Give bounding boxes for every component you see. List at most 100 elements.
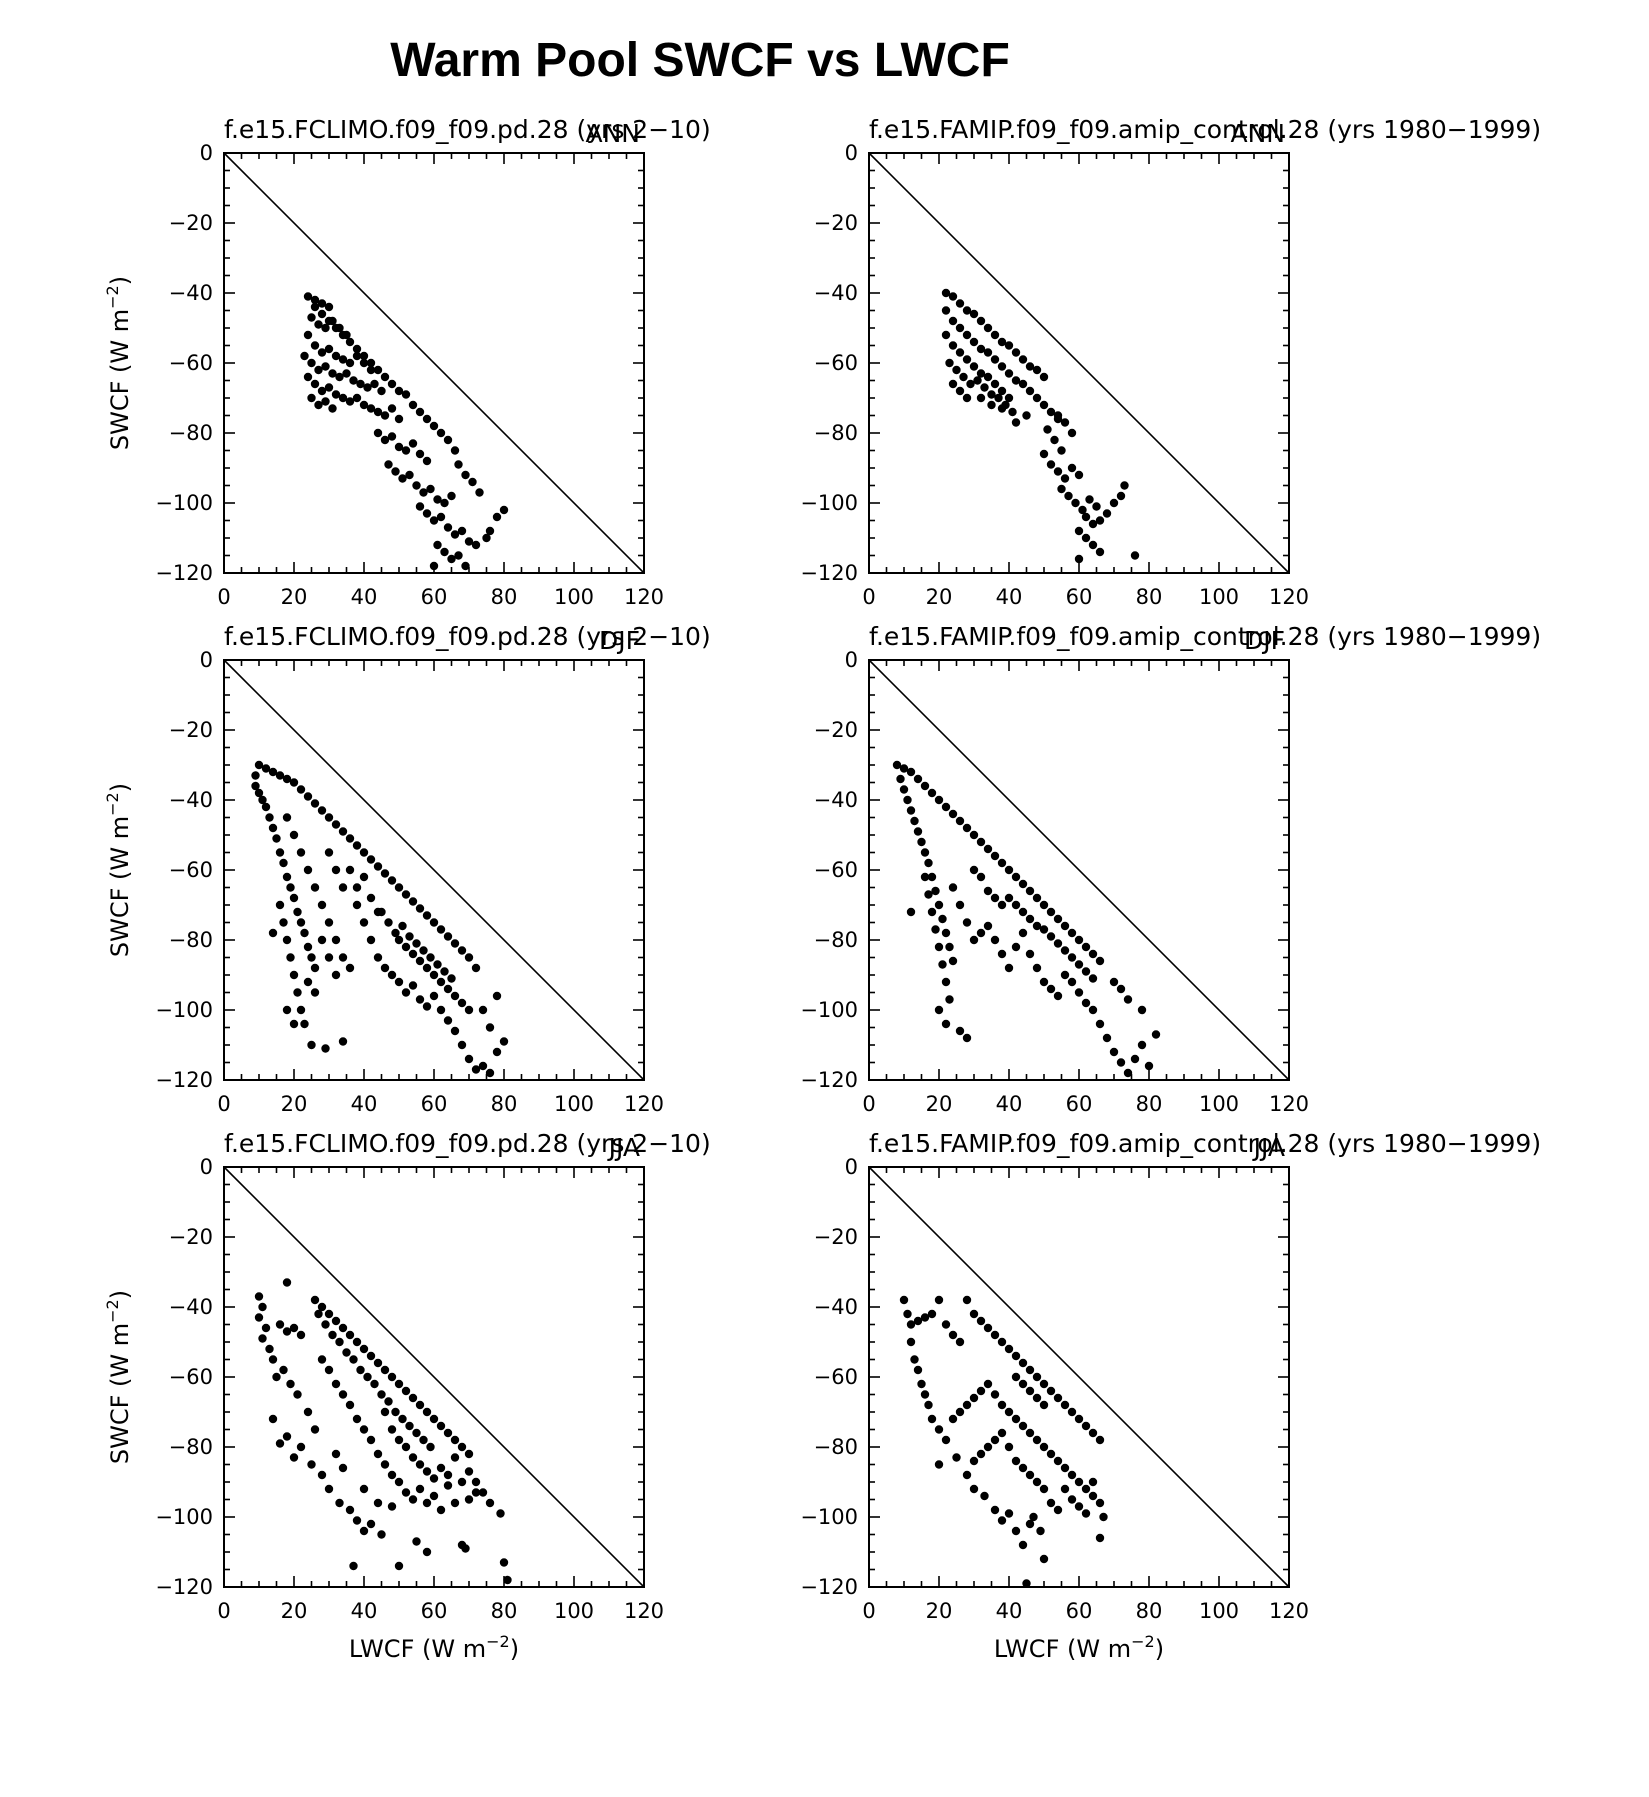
data-point [1011, 1351, 1021, 1361]
data-point [1074, 470, 1084, 480]
data-point [924, 890, 933, 899]
y-tick-label: 0 [845, 648, 858, 672]
data-point [289, 778, 299, 787]
data-point [1025, 1519, 1035, 1529]
panel-title: f.e15.FAMIP.f09_f09.amip_control.28 (yrs… [869, 115, 1541, 144]
data-point [931, 886, 940, 896]
data-point [1011, 418, 1021, 427]
x-tick-label: 120 [1269, 1599, 1309, 1623]
data-point [1053, 1456, 1063, 1466]
data-point [282, 1278, 292, 1287]
data-point [1025, 386, 1035, 396]
data-point [997, 404, 1007, 413]
data-point [976, 369, 986, 378]
season-label: ANN [585, 119, 640, 148]
data-point [969, 1456, 979, 1466]
data-point [387, 1502, 397, 1511]
x-tick-label: 120 [624, 1599, 664, 1623]
data-point [934, 900, 944, 910]
data-point [447, 554, 456, 564]
data-point [289, 830, 299, 840]
data-point [443, 984, 453, 994]
data-point [405, 470, 414, 480]
data-point [268, 1355, 278, 1364]
x-tick-label: 0 [217, 1599, 230, 1623]
data-point [1053, 1393, 1063, 1403]
data-point [1067, 1470, 1077, 1480]
data-point [1039, 925, 1049, 934]
data-point [1053, 939, 1063, 948]
data-point [948, 1414, 958, 1424]
data-point [251, 771, 260, 780]
data-point [1109, 977, 1119, 987]
y-axis-label: SWCF (W m−2) [103, 276, 134, 450]
y-tick-label: −100 [155, 491, 213, 515]
data-point [342, 1348, 351, 1357]
data-point [300, 928, 309, 938]
data-point [408, 439, 418, 448]
data-point [359, 351, 369, 361]
data-point [990, 851, 1000, 861]
data-point [387, 1470, 397, 1480]
data-point [366, 1519, 376, 1529]
data-point [289, 893, 299, 903]
x-tick-label: 0 [862, 1092, 875, 1116]
data-point [429, 516, 439, 525]
data-point [1004, 393, 1014, 403]
y-tick-label: −60 [814, 858, 858, 882]
data-point [969, 309, 979, 319]
data-point [976, 872, 986, 882]
data-point [384, 1397, 393, 1406]
data-point [1151, 1030, 1161, 1039]
data-point [1060, 946, 1070, 955]
data-point [1039, 900, 1049, 910]
data-point [296, 918, 306, 927]
data-point [293, 1390, 302, 1399]
season-label: ANN [1230, 119, 1285, 148]
data-point [282, 774, 292, 784]
data-point [903, 795, 912, 805]
data-point [450, 1453, 460, 1462]
data-point [419, 946, 428, 955]
data-point [1004, 1407, 1014, 1417]
data-point [279, 858, 288, 868]
x-tick-label: 60 [1066, 1092, 1093, 1116]
data-point [1046, 1498, 1056, 1508]
data-point [345, 834, 355, 843]
x-tick-label: 40 [996, 1092, 1023, 1116]
data-point [1032, 1372, 1042, 1382]
data-point [1088, 1477, 1098, 1487]
data-point [429, 1414, 439, 1424]
data-point [359, 1344, 369, 1354]
data-point [938, 960, 947, 969]
data-point [1018, 1421, 1028, 1431]
data-point [335, 1498, 344, 1508]
data-point [429, 421, 439, 431]
data-point [380, 963, 390, 973]
x-tick-label: 60 [421, 1092, 448, 1116]
data-point [1039, 449, 1049, 459]
data-point [1081, 533, 1091, 543]
data-point [450, 446, 460, 455]
data-point [461, 470, 470, 480]
data-point [1074, 554, 1084, 564]
data-point [955, 299, 965, 308]
data-point [1018, 1358, 1028, 1368]
data-point [275, 771, 285, 780]
data-point [401, 890, 411, 899]
data-point [310, 799, 320, 808]
data-point [1060, 1484, 1070, 1494]
data-point [471, 963, 481, 973]
data-point [324, 918, 334, 927]
data-point [1004, 1442, 1014, 1452]
data-point [443, 1428, 453, 1438]
data-point [1137, 1005, 1147, 1015]
data-point [913, 827, 923, 836]
data-point [366, 365, 376, 375]
data-point [314, 320, 323, 329]
data-point [478, 1005, 488, 1015]
data-point [415, 1400, 425, 1410]
data-point [296, 848, 306, 857]
data-point [899, 764, 909, 773]
data-point [1067, 977, 1077, 987]
